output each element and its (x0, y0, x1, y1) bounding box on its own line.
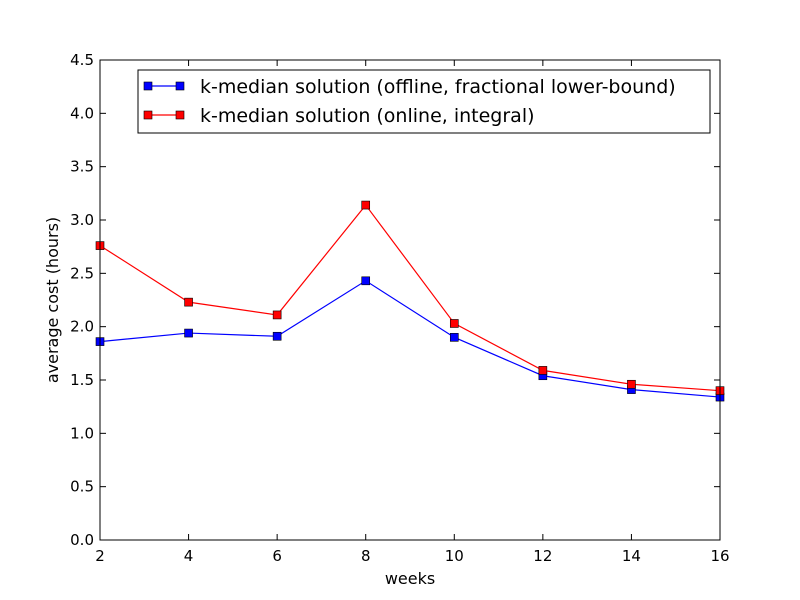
data-point (449, 333, 459, 342)
y-tick-label: 1.5 (70, 371, 94, 389)
x-tick-label: 16 (710, 547, 729, 565)
series-line (99, 204, 721, 392)
x-tick-label: 14 (622, 547, 641, 565)
y-tick-label: 1.0 (70, 424, 94, 442)
data-point (361, 276, 371, 286)
legend: k-median solution (offline, fractional l… (137, 69, 711, 134)
legend-marker (175, 81, 185, 91)
series-line (99, 280, 721, 398)
y-tick-label: 2.5 (70, 264, 94, 282)
x-tick-label: 10 (445, 547, 464, 565)
y-tick-label: 3.0 (70, 211, 94, 229)
data-point (272, 331, 282, 341)
y-axis-label: average cost (hours) (43, 217, 62, 383)
y-tick-label: 3.5 (70, 158, 94, 176)
legend-marker (143, 81, 153, 91)
x-tick-label: 6 (272, 547, 282, 565)
y-tick-label: 2.0 (70, 318, 94, 336)
data-point (449, 319, 459, 328)
plot-frame (99, 59, 721, 541)
x-tick-label: 8 (361, 547, 371, 565)
data-point (361, 200, 371, 210)
data-point (272, 310, 282, 320)
x-tick-label: 2 (95, 547, 105, 565)
y-tick-label: 0.0 (70, 531, 94, 549)
data-point (184, 328, 193, 338)
legend-marker (143, 110, 153, 120)
y-tick-label: 0.5 (70, 478, 94, 496)
x-tick-label: 12 (533, 547, 552, 565)
data-point (627, 379, 636, 389)
legend-box (137, 69, 711, 134)
ticks-layer: 2 4 6 8 10 12 14 16 0.0 0.5 1.0 1.5 2.0 2.5 3.0 3.5 4.0 4… (70, 51, 729, 565)
legend-label: k-median solution (online, integral) (200, 105, 535, 127)
y-tick-label: 4.5 (70, 51, 94, 69)
x-tick-label: 4 (184, 547, 194, 565)
data-point (538, 366, 548, 375)
legend-label: k-median solution (offline, fractional l… (200, 76, 676, 98)
data-point (184, 297, 193, 307)
x-axis-label: weeks (385, 569, 435, 588)
legend-marker (175, 110, 185, 120)
series-layer (95, 200, 725, 402)
y-tick-label: 4.0 (70, 104, 94, 122)
